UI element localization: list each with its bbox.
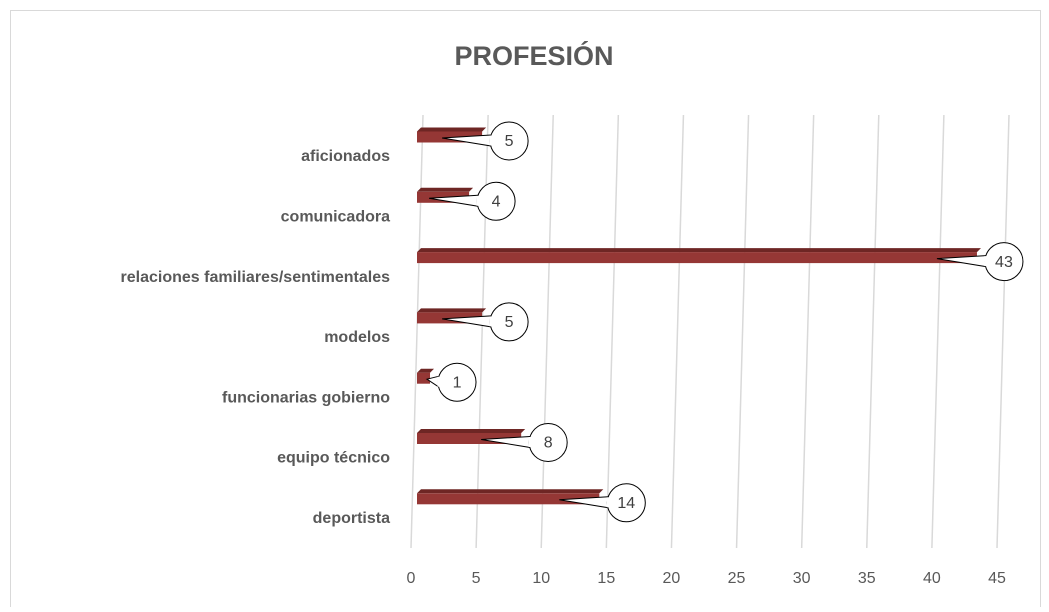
grid-line	[670, 114, 685, 549]
bar-top	[417, 248, 981, 253]
grid-line	[540, 114, 554, 549]
data-label: 5	[505, 314, 514, 331]
grid-line	[800, 114, 815, 549]
data-label: 1	[453, 374, 462, 391]
data-label: 5	[505, 133, 514, 150]
bar	[417, 372, 431, 384]
x-tick-label: 0	[407, 570, 416, 587]
callout-join	[528, 437, 532, 447]
y-tick-label: relaciones familiares/sentimentales	[121, 269, 391, 286]
chart-title: PROFESIÓN	[454, 40, 613, 71]
data-label: 43	[995, 254, 1013, 271]
x-tick-label: 25	[728, 570, 746, 587]
chart-border	[10, 10, 1041, 611]
callout-join	[984, 256, 988, 267]
x-tick-label: 20	[663, 570, 681, 587]
bar-top	[417, 127, 487, 132]
bar	[417, 493, 600, 505]
bar-top	[417, 489, 604, 494]
bar	[417, 433, 522, 444]
callout-join	[606, 497, 610, 508]
callout-join	[489, 316, 493, 327]
grid-line	[735, 114, 750, 549]
y-tick-label: modelos	[324, 329, 390, 346]
y-tick-label: equipo técnico	[277, 450, 390, 467]
x-tick-label: 30	[793, 570, 811, 587]
grid-line	[866, 114, 880, 549]
bar	[417, 252, 977, 264]
y-tick-label: aficionados	[301, 148, 390, 165]
x-tick-label: 15	[597, 570, 615, 587]
y-tick-label: funcionarias gobierno	[222, 389, 390, 406]
grid-line	[996, 114, 1010, 549]
bar	[417, 131, 483, 143]
data-label: 4	[492, 194, 501, 211]
y-tick-label: deportista	[313, 510, 390, 527]
callout-join	[437, 376, 441, 387]
bar-top	[417, 308, 487, 313]
grid-line	[410, 114, 424, 549]
bar-top	[417, 368, 435, 373]
x-tick-label: 45	[988, 570, 1006, 587]
data-label: 14	[617, 495, 635, 512]
bar-top	[417, 429, 526, 433]
bar	[417, 312, 483, 324]
grid-line	[605, 114, 620, 549]
x-tick-label: 5	[472, 570, 481, 587]
grid-line	[931, 114, 945, 549]
x-tick-label: 10	[532, 570, 550, 587]
x-tick-label: 35	[858, 570, 876, 587]
callout-join	[476, 195, 480, 206]
data-label: 8	[544, 435, 553, 452]
y-tick-label: comunicadora	[281, 209, 390, 226]
bar-top	[417, 187, 474, 192]
callout-join	[489, 135, 493, 146]
x-tick-label: 40	[923, 570, 941, 587]
